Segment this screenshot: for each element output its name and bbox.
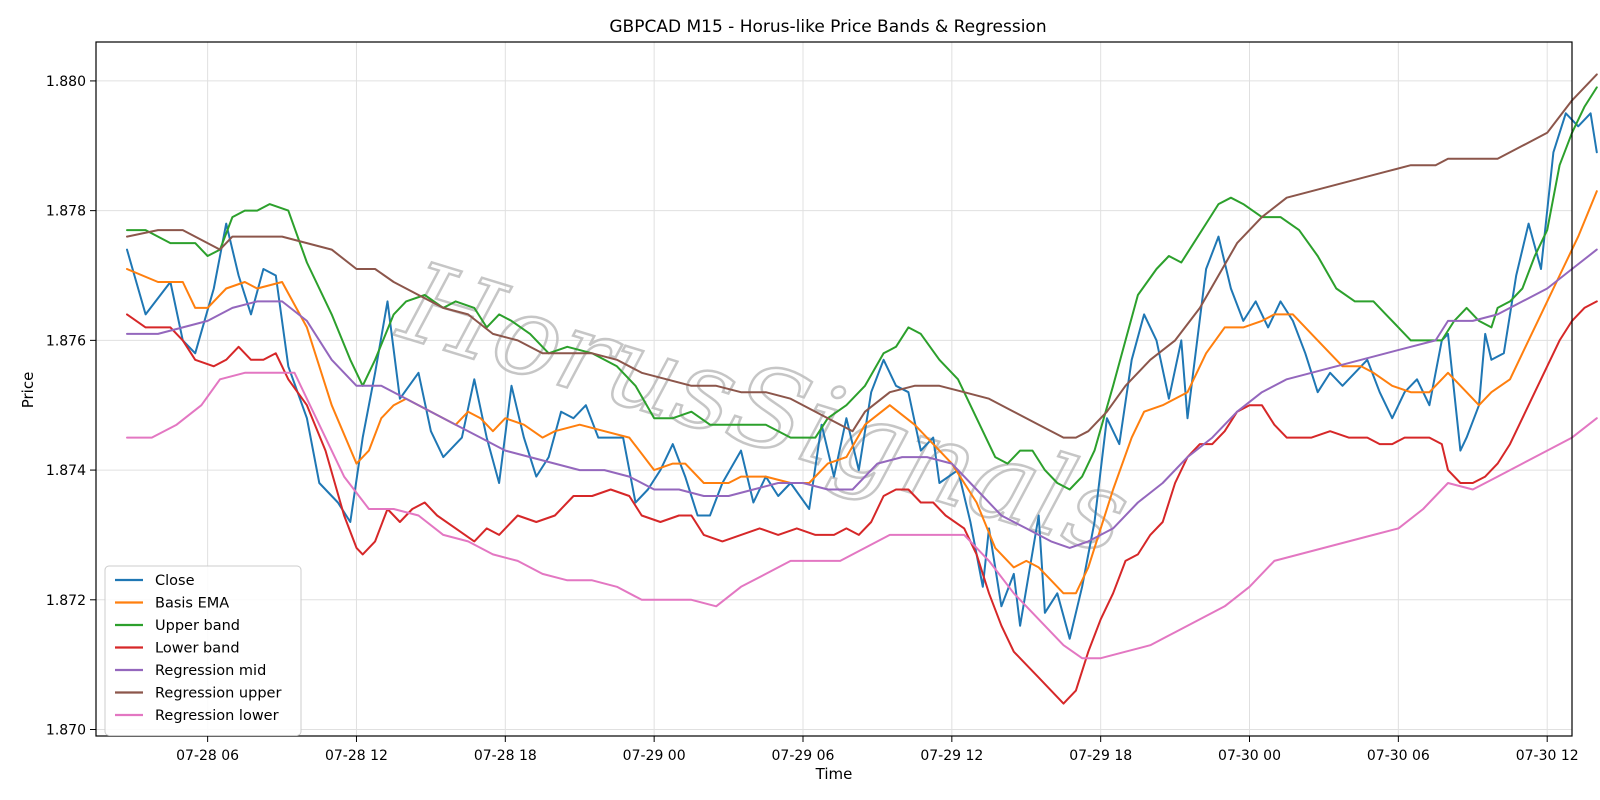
legend-label-regression-lower: Regression lower xyxy=(155,708,279,724)
y-tick-label: 1.872 xyxy=(46,593,86,609)
legend-label-upper-band: Upper band xyxy=(155,618,240,634)
legend-box xyxy=(104,565,302,736)
x-tick-label: 07-30 06 xyxy=(1367,748,1430,764)
series-line-close xyxy=(126,112,1598,640)
plot-frame xyxy=(95,41,1573,737)
x-tick-label: 07-28 12 xyxy=(325,748,388,764)
y-axis-title: Price xyxy=(19,372,37,409)
chart-title: GBPCAD M15 - Horus-like Price Bands & Re… xyxy=(609,17,1046,37)
y-tick-label: 1.876 xyxy=(46,333,86,349)
x-tick-label: 07-29 18 xyxy=(1069,748,1132,764)
x-tick-label: 07-29 12 xyxy=(920,748,983,764)
legend-label-regression-upper: Regression upper xyxy=(155,686,281,702)
series-line-regression-lower xyxy=(126,371,1598,660)
y-tick-label: 1.874 xyxy=(46,463,86,479)
x-tick-label: 07-30 12 xyxy=(1516,748,1579,764)
y-tick-label: 1.878 xyxy=(46,204,86,220)
series-layer xyxy=(126,73,1598,705)
legend-label-close: Close xyxy=(155,573,195,589)
x-axis-title: Time xyxy=(815,765,853,783)
y-tick-label: 1.880 xyxy=(46,74,86,90)
series-line-lower-band xyxy=(126,300,1598,705)
legend: Close Basis EMA Upper band Lower band Regres… xyxy=(104,565,302,736)
series-line-upper-band xyxy=(126,86,1598,491)
series-line-regression-mid xyxy=(126,248,1598,549)
x-tick-label: 07-29 06 xyxy=(772,748,835,764)
x-tick-label: 07-30 00 xyxy=(1218,748,1281,764)
legend-label-lower-band: Lower band xyxy=(155,641,240,657)
y-tick-label: 1.870 xyxy=(46,723,86,739)
x-tick-label: 07-29 00 xyxy=(623,748,686,764)
x-tick-label: 07-28 06 xyxy=(176,748,239,764)
x-tick-label: 07-28 18 xyxy=(474,748,537,764)
y-axis: 1.870 1.872 1.874 1.876 1.878 1.880 xyxy=(46,74,96,739)
legend-label-regression-mid: Regression mid xyxy=(155,663,266,679)
series-line-basis-ema xyxy=(126,190,1598,595)
legend-label-basis-ema: Basis EMA xyxy=(155,596,229,612)
series-line-regression-upper xyxy=(126,73,1598,439)
grid xyxy=(96,42,1572,736)
x-axis: 07-28 06 07-28 12 07-28 18 07-29 00 07-29 06… xyxy=(176,736,1579,764)
